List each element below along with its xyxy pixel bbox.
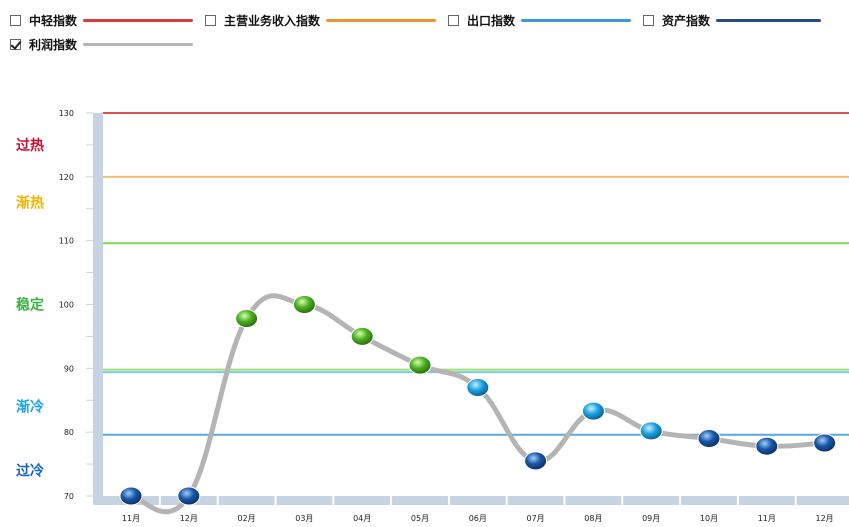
x-tick-label: 05月: [411, 514, 429, 523]
zone-label: 过冷: [16, 462, 44, 479]
legend-swatch: [83, 18, 194, 22]
x-tick-label: 06月: [469, 514, 487, 523]
data-point: [813, 433, 837, 453]
y-tick-label: 120: [59, 173, 74, 182]
checkbox-zhongqing[interactable]: [10, 14, 21, 26]
legend-item-zhongqing[interactable]: 中轻指数: [10, 12, 194, 29]
x-tick-label: 12月: [816, 514, 834, 523]
data-point: [466, 377, 490, 397]
y-tick-label: 90: [64, 364, 74, 373]
x-tick-label: 07月: [527, 514, 545, 523]
x-tick-label: 11月: [758, 514, 776, 523]
legend-label: 出口指数: [467, 13, 516, 28]
checkbox-revenue[interactable]: [205, 14, 217, 26]
zone-label: 过热: [16, 137, 44, 154]
axis-layer: 70 80 90 100 110 120 130 11月 12月 02月 03月 04月 05月 06月 0…: [59, 109, 849, 523]
legend-item-revenue[interactable]: 主营业务收入指数: [205, 12, 437, 29]
legend-item-export[interactable]: 出口指数: [448, 12, 632, 29]
data-point: [235, 309, 259, 329]
legend: 中轻指数 主营业务收入指数 出口指数 资产指数 利润指数: [10, 8, 849, 56]
legend-item-profit[interactable]: 利润指数: [10, 36, 194, 53]
x-tick-label: 12月: [180, 514, 198, 523]
data-point: [697, 429, 721, 449]
series-line-profit: [128, 293, 828, 515]
y-tick-label: 80: [64, 428, 74, 437]
data-point: [524, 451, 548, 471]
x-tick-label: 04月: [353, 514, 371, 523]
legend-row-2: 利润指数: [10, 32, 849, 56]
data-point: [177, 486, 201, 506]
legend-swatch: [326, 18, 437, 22]
checkbox-export[interactable]: [448, 14, 460, 26]
legend-swatch: [521, 18, 632, 22]
legend-swatch: [716, 18, 822, 22]
zone-label: 稳定: [16, 297, 44, 314]
data-point: [408, 355, 432, 375]
data-point: [119, 486, 143, 506]
legend-label: 利润指数: [29, 37, 78, 52]
y-tick-label: 130: [59, 109, 74, 118]
x-tick-label: 11月: [122, 514, 140, 523]
x-tick-label: 02月: [238, 514, 256, 523]
zone-label: 渐热: [16, 194, 44, 211]
x-tick-label: 10月: [700, 514, 718, 523]
x-tick-label: 03月: [295, 514, 313, 523]
series-layer: [119, 293, 837, 515]
checkbox-profit[interactable]: [10, 38, 21, 50]
data-point: [581, 401, 605, 421]
data-point: [755, 436, 779, 456]
checkbox-assets[interactable]: [643, 14, 655, 26]
y-tick-label: 70: [64, 492, 74, 501]
data-point: [350, 326, 374, 346]
legend-label: 主营业务收入指数: [224, 13, 321, 28]
y-tick-label: 110: [59, 237, 74, 246]
y-tick-label: 100: [59, 301, 74, 310]
legend-item-assets[interactable]: 资产指数: [643, 12, 822, 29]
data-point: [292, 295, 316, 314]
y-axis-bar: [93, 113, 103, 505]
x-axis-bar: [93, 496, 849, 505]
legend-label: 中轻指数: [29, 13, 78, 28]
legend-label: 资产指数: [662, 13, 711, 28]
x-tick-label: 08月: [584, 514, 602, 523]
legend-swatch: [83, 42, 194, 46]
zone-label: 渐冷: [16, 399, 44, 416]
legend-row-1: 中轻指数 主营业务收入指数 出口指数 资产指数: [10, 8, 849, 32]
data-point: [639, 421, 663, 441]
x-tick-label: 09月: [642, 514, 660, 523]
